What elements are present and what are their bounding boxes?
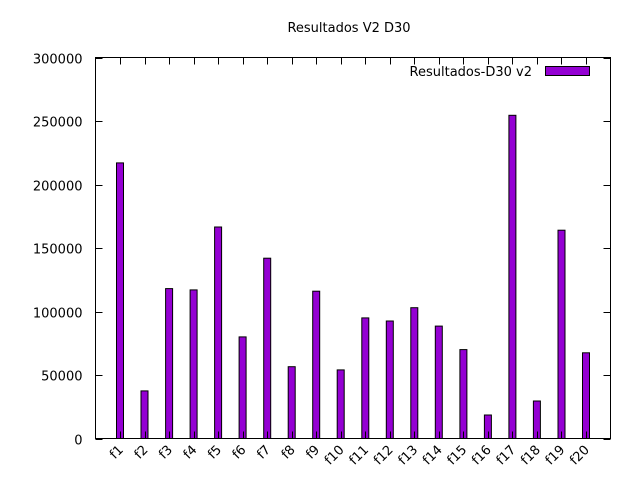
x-tick-label-f17: f17 [494, 443, 520, 469]
bar-f1 [116, 162, 124, 439]
x-tick-label-f13: f13 [396, 443, 422, 469]
bar-f9 [312, 290, 321, 440]
chart-title: Resultados V2 D30 [287, 21, 410, 36]
bar-f19 [557, 229, 566, 439]
x-tick-label-f15: f15 [445, 443, 471, 469]
x-tick-label-f14: f14 [420, 443, 446, 469]
x-tick-label-f2: f2 [132, 443, 152, 463]
x-tick-label-f3: f3 [156, 443, 176, 463]
bar-f20 [582, 352, 590, 439]
x-axis: f1 f2 f3 f4 f5 f6 f7 f8 f9f10f11f12f13f14f15f16f… [107, 57, 593, 469]
bar-f3 [165, 288, 174, 439]
bar-f2 [140, 390, 149, 439]
bar-f15 [459, 349, 468, 440]
bar-f17 [508, 114, 517, 440]
bar-f16 [483, 414, 492, 439]
x-tick-label-f10: f10 [322, 443, 348, 469]
y-tick-label: 100000 [33, 307, 83, 322]
bar-f14 [434, 325, 443, 440]
y-axis: 0 50000 100000 150000 200000 250000 300000 [33, 53, 611, 449]
x-tick-label-f20: f20 [567, 443, 593, 469]
x-tick-label-f1: f1 [107, 443, 127, 463]
bar-f6 [238, 336, 247, 439]
bar-f12 [385, 320, 394, 439]
bar-f11 [361, 317, 370, 439]
y-tick-label: 300000 [33, 53, 83, 68]
x-tick-label-f9: f9 [303, 443, 323, 463]
y-tick-label: 250000 [33, 116, 83, 131]
bar-f10 [336, 369, 345, 439]
x-tick-label-f4: f4 [181, 443, 201, 463]
y-tick-label: 200000 [33, 180, 83, 195]
legend: Resultados-D30 v2 [410, 65, 590, 80]
x-tick-label-f12: f12 [371, 443, 397, 469]
x-tick-label-f5: f5 [205, 443, 225, 463]
bar-f18 [532, 400, 541, 439]
bars [116, 114, 590, 440]
bar-f5 [214, 226, 223, 439]
bar-f8 [287, 366, 296, 440]
legend-label: Resultados-D30 v2 [410, 65, 532, 80]
x-tick-label-f18: f18 [518, 443, 544, 469]
x-tick-label-f6: f6 [230, 443, 250, 463]
bar-f13 [410, 307, 419, 440]
y-tick-label: 150000 [33, 243, 83, 258]
x-tick-label-f8: f8 [279, 443, 299, 463]
x-tick-label-f7: f7 [254, 443, 274, 463]
bar-f7 [263, 257, 272, 440]
y-tick-label: 50000 [41, 370, 82, 385]
x-tick-label-f16: f16 [469, 443, 495, 469]
legend-swatch [545, 66, 590, 76]
x-tick-label-f19: f19 [543, 443, 569, 469]
y-tick-label: 0 [74, 434, 82, 449]
x-tick-label-f11: f11 [347, 443, 373, 469]
bar-f4 [189, 289, 198, 439]
